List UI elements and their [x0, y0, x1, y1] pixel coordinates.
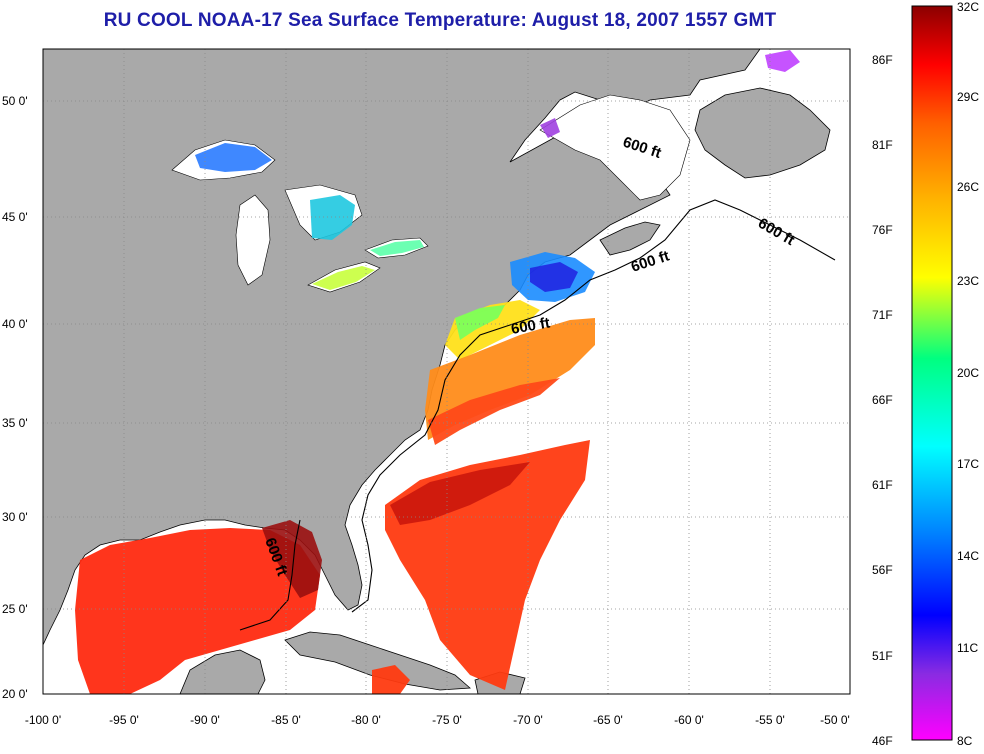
colorbar-c-label: 32C	[957, 0, 979, 14]
sst-caribbean	[372, 665, 410, 694]
colorbar-c-label: 17C	[957, 457, 979, 471]
land-newfoundland	[694, 87, 831, 179]
colorbar-c-label: 11C	[957, 641, 978, 655]
land-nova-scotia	[599, 221, 661, 256]
contour-600ft	[351, 199, 836, 613]
colorbar-f-label: 81F	[872, 138, 893, 152]
lon-tick-label: -80 0'	[351, 713, 381, 727]
lat-tick-label: 25 0'	[2, 602, 28, 616]
lon-tick-label: -90 0'	[190, 713, 220, 727]
lon-tick-label: -55 0'	[755, 713, 785, 727]
lon-tick-label: -85 0'	[271, 713, 301, 727]
sst-lake-michigan	[310, 195, 355, 240]
sst-shelf-green	[455, 305, 505, 340]
sst-lake-erie	[312, 266, 375, 290]
colorbar-f-label: 66F	[872, 393, 893, 407]
graticule	[43, 49, 850, 694]
lat-axis: 20 0' 25 0' 30 0' 35 0' 40 0' 45 0' 50 0…	[2, 94, 28, 701]
colorbar-c-label: 29C	[957, 90, 979, 104]
sst-gulf-stream-red	[428, 378, 560, 445]
contour-600ft-gulf	[239, 519, 301, 631]
land-cuba	[284, 631, 471, 691]
plot-frame	[42, 48, 851, 695]
colorbar-f-label: 56F	[872, 563, 893, 577]
lon-tick-label: -60 0'	[674, 713, 704, 727]
lat-tick-label: 30 0'	[2, 510, 28, 524]
colorbar-f-label: 76F	[872, 223, 893, 237]
lon-axis: -100 0' -95 0' -90 0' -85 0' -80 0' -75 …	[25, 713, 850, 727]
lon-tick-label: -95 0'	[109, 713, 139, 727]
colorbar-f-label: 46F	[872, 734, 893, 748]
lon-tick-label: -70 0'	[513, 713, 543, 727]
lat-tick-label: 45 0'	[2, 210, 28, 224]
lon-tick-label: -75 0'	[432, 713, 462, 727]
sst-gulf-of-maine-cold	[530, 262, 578, 292]
contour-label: 600 ft	[510, 314, 552, 338]
sst-newfoundland-purple	[765, 50, 800, 72]
map-title: RU COOL NOAA-17 Sea Surface Temperature:…	[103, 10, 777, 31]
lon-tick-label: -100 0'	[25, 713, 61, 727]
colorbar-f-label: 61F	[872, 478, 893, 492]
sst-gulf-of-mexico	[75, 528, 320, 694]
lat-tick-label: 50 0'	[2, 94, 28, 108]
lon-tick-label: -50 0'	[820, 713, 850, 727]
land-yucatan	[179, 649, 266, 694]
sst-gulf-loop-dark	[262, 520, 322, 598]
lat-tick-label: 35 0'	[2, 416, 28, 430]
sst-sargasso-dark	[390, 462, 530, 525]
colorbar-f-label: 71F	[872, 308, 893, 322]
colorbar-c-label: 20C	[957, 366, 979, 380]
colorbar-c-label: 26C	[957, 180, 979, 194]
lon-tick-label: -65 0'	[593, 713, 623, 727]
colorbar-f-label: 86F	[872, 53, 893, 67]
colorbar-c-label: 8C	[957, 734, 973, 748]
sst-st-lawrence-purple	[540, 118, 560, 138]
lake-michigan	[235, 194, 271, 286]
sst-lake-superior	[195, 143, 272, 172]
colorbar-gradient	[911, 5, 953, 741]
lat-tick-label: 20 0'	[2, 687, 28, 701]
colorbar-f-label: 51F	[872, 649, 893, 663]
land-north-america	[43, 49, 761, 646]
colorbar-c-label: 14C	[957, 549, 979, 563]
colorbar: 86F 81F 76F 71F 66F 61F 56F 51F 46F 32C …	[872, 0, 979, 748]
colorbar-c-label: 23C	[957, 274, 979, 288]
sst-lake-ontario	[370, 240, 424, 256]
st-lawrence-gulf	[539, 94, 691, 201]
lat-tick-label: 40 0'	[2, 317, 28, 331]
